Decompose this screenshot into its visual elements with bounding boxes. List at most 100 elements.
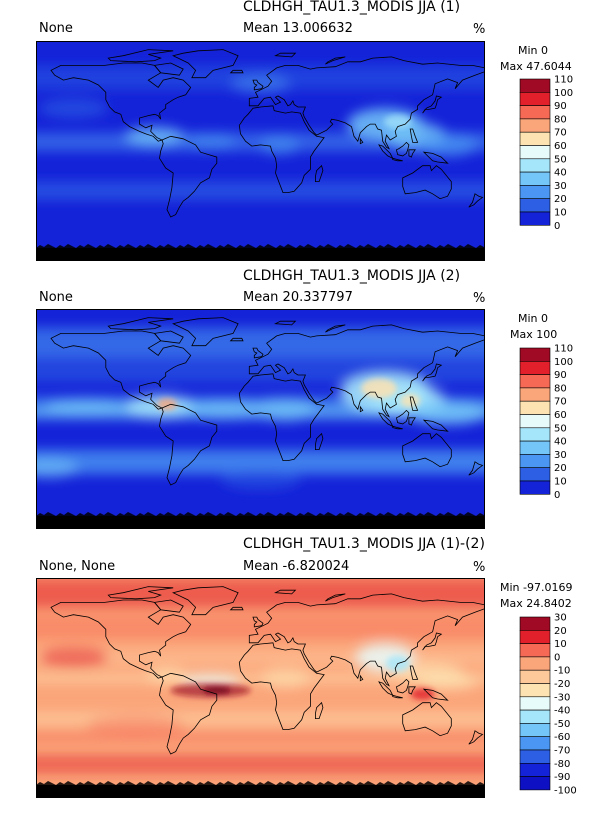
coastline	[50, 330, 192, 410]
panel3-map	[36, 578, 485, 798]
coastline	[402, 433, 452, 468]
coastline	[172, 49, 239, 79]
coastline	[159, 135, 218, 218]
coastline	[274, 320, 297, 326]
panel1-max-label: Max 47.6044	[500, 60, 572, 73]
colorbar-tick-label: -40	[554, 706, 570, 717]
colorbar-tick-label: 0	[554, 652, 560, 663]
colorbar-tick-label: 110	[554, 75, 573, 86]
panel2-max-label: Max 100	[510, 328, 558, 341]
colorbar-swatch	[519, 709, 551, 724]
colorbar-tick-label: 90	[554, 370, 567, 381]
coastline	[238, 373, 325, 461]
coastline	[248, 56, 485, 150]
coastline	[252, 616, 264, 628]
coastline	[392, 694, 403, 699]
panel2-mean-label: Mean 20.337797	[243, 290, 353, 305]
coastline	[172, 317, 239, 347]
coastline	[252, 79, 264, 91]
coastline	[238, 642, 325, 730]
coastline	[315, 164, 324, 182]
colorbar-tick-label: 80	[554, 114, 567, 125]
panel1-mean-label: Mean 13.006632	[243, 21, 353, 36]
colorbar-swatch	[519, 158, 551, 173]
coastline	[50, 599, 192, 679]
colorbar-swatch	[519, 347, 551, 362]
colorbar-swatch	[519, 78, 551, 93]
coastline	[422, 688, 449, 701]
colorbar-swatch	[519, 749, 551, 764]
colorbar-tick-label: 40	[554, 168, 567, 179]
colorbar-tick-label: 10	[554, 208, 567, 219]
panel3-title: CLDHGH_TAU1.3_MODIS JJA (1)-(2)	[243, 536, 485, 552]
colorbar-tick-label: 100	[554, 88, 573, 99]
colorbar-swatch	[519, 776, 551, 791]
colorbar-swatch	[519, 427, 551, 442]
colorbar-swatch	[519, 440, 551, 455]
coastline	[468, 730, 484, 745]
coastline	[408, 686, 416, 695]
colorbar-swatch	[519, 656, 551, 671]
coastline	[395, 678, 410, 694]
panel2-map	[36, 309, 485, 529]
coastline	[422, 419, 449, 432]
colorbar-swatch	[519, 480, 551, 495]
colorbar-tick-label: 20	[554, 463, 567, 474]
colorbar-swatch	[519, 145, 551, 160]
colorbar-tick-label: -50	[554, 719, 570, 730]
coastline	[238, 105, 325, 193]
coastline	[107, 586, 174, 600]
colorbar-tick-label: 50	[554, 154, 567, 165]
coastline	[172, 586, 239, 616]
coastline	[325, 593, 346, 602]
colorbar-tick-label: 40	[554, 437, 567, 448]
coastline	[409, 128, 419, 143]
colorbar-swatch	[519, 763, 551, 777]
colorbar-tick-label: -100	[554, 785, 577, 796]
colorbar-tick-label: -90	[554, 772, 570, 783]
coastline	[315, 432, 324, 450]
coastline	[422, 151, 449, 164]
coastline	[159, 403, 218, 486]
coastline	[422, 95, 443, 114]
coastline	[395, 409, 410, 425]
coastline	[325, 324, 346, 333]
colorbar-swatch	[519, 696, 551, 711]
colorbar-swatch	[519, 171, 551, 186]
panel1-map	[36, 41, 485, 261]
colorbar-tick-label: 10	[554, 477, 567, 488]
coastline	[468, 461, 484, 476]
colorbar-swatch	[519, 91, 551, 106]
colorbar-swatch	[519, 414, 551, 429]
colorbar-tick-label: -10	[554, 666, 570, 677]
colorbar-swatch	[519, 669, 551, 684]
coastline	[153, 330, 184, 344]
panel1-units: %	[473, 22, 486, 37]
panel3-min-label: Min -97.0169	[500, 581, 573, 594]
panel2-units: %	[473, 291, 486, 306]
colorbar-swatch	[519, 211, 551, 226]
panel3-max-label: Max 24.8402	[500, 597, 572, 610]
colorbar-tick-label: 50	[554, 423, 567, 434]
coastline	[392, 157, 403, 162]
colorbar-swatch	[519, 723, 551, 738]
coastline	[274, 589, 297, 595]
coastline	[359, 405, 364, 413]
colorbar-tick-label: 30	[554, 450, 567, 461]
panel3-colorbar: 30 20 10 0 -10 -20 -30 -40 -50 -60 -70 -80 -90 -100	[519, 613, 577, 796]
colorbar-tick-label: 90	[554, 101, 567, 112]
coastline	[229, 337, 244, 342]
coastline	[107, 317, 174, 331]
panel3-units: %	[473, 560, 486, 575]
colorbar-tick-label: 60	[554, 410, 567, 421]
colorbar-swatch	[519, 198, 551, 213]
coastline	[325, 56, 346, 65]
coastline	[422, 363, 443, 382]
colorbar-tick-label: 80	[554, 383, 567, 394]
coastline	[107, 49, 174, 63]
coastline	[248, 324, 485, 418]
coastline	[468, 193, 484, 208]
colorbar-swatch	[519, 454, 551, 469]
